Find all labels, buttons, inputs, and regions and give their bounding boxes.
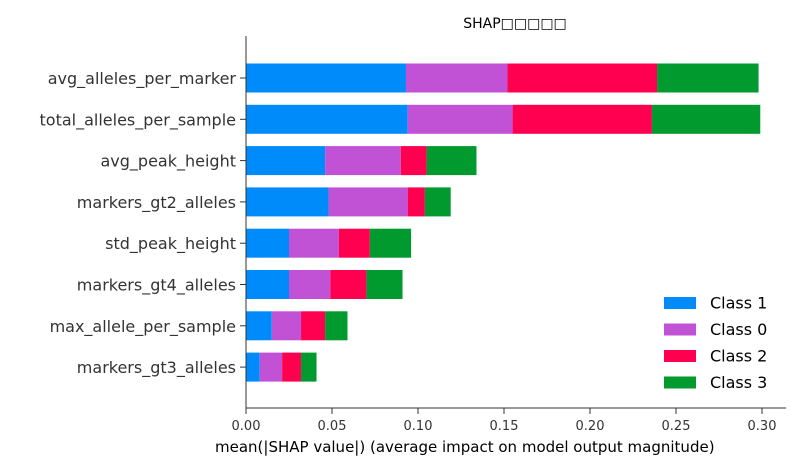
bar-segment bbox=[407, 187, 425, 217]
bar-segment bbox=[301, 311, 326, 341]
bar-segment bbox=[405, 63, 508, 93]
bar-segment bbox=[246, 352, 260, 382]
x-tick-label: 0.00 bbox=[232, 419, 261, 434]
legend-swatch bbox=[664, 350, 696, 362]
category-label: markers_gt2_alleles bbox=[77, 193, 236, 213]
category-label: std_peak_height bbox=[105, 234, 236, 254]
category-label: max_allele_per_sample bbox=[50, 317, 236, 337]
x-axis-label: mean(|SHAP value|) (average impact on mo… bbox=[215, 438, 715, 456]
bar-segment bbox=[246, 63, 406, 93]
bar-segment bbox=[400, 146, 427, 176]
x-tick-label: 0.20 bbox=[576, 419, 605, 434]
bar-segment bbox=[657, 63, 759, 93]
legend-swatch bbox=[664, 323, 696, 336]
bar-segment bbox=[282, 352, 302, 382]
category-labels-group: avg_alleles_per_marker total_alleles_per_… bbox=[40, 69, 246, 378]
bar-segment bbox=[328, 187, 408, 217]
legend-label: Class 1 bbox=[710, 294, 767, 313]
category-label: markers_gt4_alleles bbox=[77, 276, 236, 296]
bar-segment bbox=[271, 311, 302, 341]
bar-segment bbox=[301, 352, 317, 382]
x-ticks-group: 0.00 0.05 0.10 0.15 0.20 0.25 0.30 bbox=[232, 408, 777, 434]
x-tick-label: 0.30 bbox=[748, 419, 777, 434]
bar-segment bbox=[246, 187, 329, 217]
x-tick-label: 0.10 bbox=[404, 419, 433, 434]
category-label: markers_gt3_alleles bbox=[77, 358, 236, 378]
bar-segment bbox=[246, 228, 289, 258]
bar-segment bbox=[259, 352, 283, 382]
category-label: avg_peak_height bbox=[101, 152, 237, 172]
legend: Class 1 Class 0 Class 2 Class 3 bbox=[664, 294, 767, 392]
x-tick-label: 0.15 bbox=[490, 419, 519, 434]
bar-segment bbox=[289, 270, 331, 299]
bar-segment bbox=[246, 311, 272, 341]
legend-label: Class 2 bbox=[710, 347, 767, 366]
bar-segment bbox=[289, 228, 339, 258]
x-tick-label: 0.25 bbox=[662, 419, 691, 434]
category-label: total_alleles_per_sample bbox=[40, 110, 237, 130]
bar-segment bbox=[325, 146, 401, 176]
bar-segment bbox=[507, 63, 658, 93]
bar-segment bbox=[246, 146, 326, 176]
x-tick-label: 0.05 bbox=[318, 419, 347, 434]
bar-segment bbox=[325, 311, 348, 341]
legend-swatch bbox=[664, 297, 696, 309]
chart-title: SHAP□□□□□ bbox=[463, 16, 567, 32]
legend-label: Class 0 bbox=[710, 320, 767, 339]
category-label: avg_alleles_per_marker bbox=[48, 69, 237, 89]
bar-segment bbox=[424, 187, 451, 217]
bar-segment bbox=[246, 104, 408, 134]
bar-segment bbox=[651, 104, 761, 134]
bar-segment bbox=[330, 270, 367, 299]
bar-segment bbox=[369, 228, 412, 258]
bar-segment bbox=[407, 104, 513, 134]
bar-segment bbox=[366, 270, 403, 299]
legend-swatch bbox=[664, 376, 696, 389]
bar-segment bbox=[426, 146, 477, 176]
bars-group bbox=[246, 63, 761, 382]
bar-segment bbox=[246, 270, 289, 299]
bar-segment bbox=[512, 104, 652, 134]
bar-segment bbox=[338, 228, 370, 258]
legend-label: Class 3 bbox=[710, 373, 767, 392]
